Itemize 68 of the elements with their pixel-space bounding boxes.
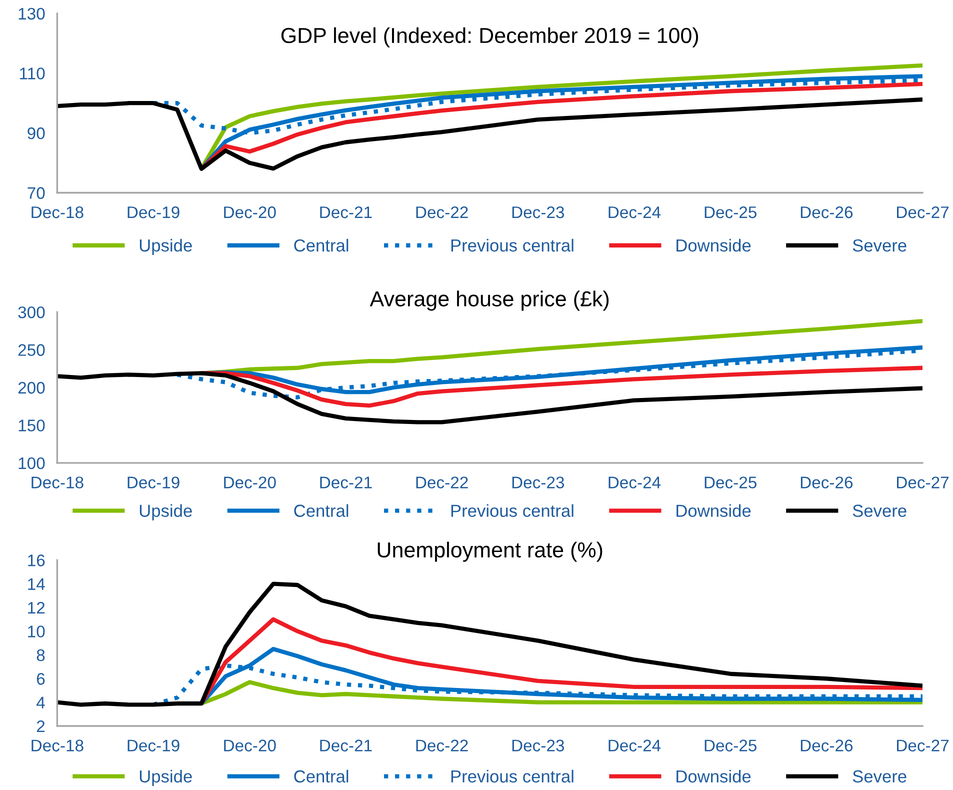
x-tick-label: Dec-20 <box>224 740 276 752</box>
x-tick-label: Dec-27 <box>897 476 949 488</box>
y-tick-label: 10 <box>28 626 45 638</box>
x-tick-label: Dec-22 <box>416 206 468 218</box>
y-tick-label: 2 <box>36 720 45 732</box>
chart-title: Average house price (£k) <box>370 290 609 311</box>
x-tick-label: Dec-18 <box>32 740 84 752</box>
y-tick-label: 200 <box>18 382 45 394</box>
legend-label: Severe <box>852 504 906 517</box>
y-tick-label: 300 <box>18 306 45 318</box>
legend-label: Downside <box>676 238 751 252</box>
text: GDP level (Indexed: December 2019 = 100) <box>281 27 698 48</box>
legend-label: Downside <box>676 770 751 783</box>
x-tick-label: Dec-24 <box>608 740 661 752</box>
x-tick-label: Dec-24 <box>608 476 661 488</box>
y-tick-label: 12 <box>28 602 45 614</box>
legend-label: Central <box>294 770 348 783</box>
y-tick-label: 4 <box>36 696 45 708</box>
x-tick-label: Dec-25 <box>704 206 756 218</box>
legend-label: Severe <box>852 239 906 252</box>
legend-label: Central <box>294 238 348 252</box>
y-tick-label: 16 <box>28 554 45 566</box>
x-tick-label: Dec-18 <box>32 476 84 488</box>
x-tick-label: Dec-19 <box>128 740 180 752</box>
x-tick-label: Dec-21 <box>320 206 372 218</box>
line-series <box>57 582 923 707</box>
y-tick-label: 130 <box>18 8 45 20</box>
y-tick-label: 100 <box>18 457 45 470</box>
x-tick-label: Dec-26 <box>800 740 853 752</box>
x-tick-label: Dec-21 <box>320 476 372 488</box>
x-tick-label: Dec-25 <box>704 740 756 752</box>
x-tick-label: Dec-20 <box>224 476 276 488</box>
y-tick-label: 250 <box>18 344 45 356</box>
x-tick-label: Dec-18 <box>32 206 84 218</box>
line-series <box>57 371 923 424</box>
legend-label: Upside <box>140 770 192 786</box>
y-tick-label: 8 <box>36 649 45 662</box>
x-tick-label: Dec-19 <box>128 206 180 218</box>
y-tick-label: 70 <box>28 187 45 199</box>
x-tick-label: Dec-23 <box>512 206 564 218</box>
y-tick-label: 110 <box>20 68 45 80</box>
x-tick-label: Dec-24 <box>608 206 661 218</box>
y-tick-label: 90 <box>28 127 45 140</box>
chart-title: Unemployment rate (%) <box>378 542 602 562</box>
line-series <box>57 97 923 171</box>
y-tick-label: 14 <box>28 578 45 590</box>
x-tick-label: Dec-19 <box>128 476 180 488</box>
x-tick-label: Dec-27 <box>897 740 949 752</box>
x-tick-label: Dec-23 <box>512 740 564 752</box>
x-tick-label: Dec-21 <box>320 740 372 752</box>
legend-label: Previous central <box>451 238 574 252</box>
x-tick-label: Dec-25 <box>704 476 756 488</box>
x-tick-label: Dec-26 <box>800 476 853 488</box>
legend-label: Downside <box>676 504 751 517</box>
y-tick-label: 150 <box>18 420 45 432</box>
x-tick-label: Dec-22 <box>416 476 468 488</box>
legend-label: Previous central <box>451 770 574 783</box>
x-tick-label: Dec-22 <box>416 740 468 752</box>
legend-label: Central <box>294 504 348 517</box>
x-tick-label: Dec-20 <box>224 206 276 218</box>
x-tick-label: Dec-23 <box>512 476 564 488</box>
legend-label: Severe <box>852 770 906 783</box>
x-tick-label: Dec-26 <box>800 206 853 218</box>
legend-label: Previous central <box>451 504 574 517</box>
y-tick-label: 6 <box>36 673 45 685</box>
legend-label: Upside <box>140 504 192 520</box>
x-tick-label: Dec-27 <box>897 206 949 218</box>
legend-label: Upside <box>140 238 192 256</box>
